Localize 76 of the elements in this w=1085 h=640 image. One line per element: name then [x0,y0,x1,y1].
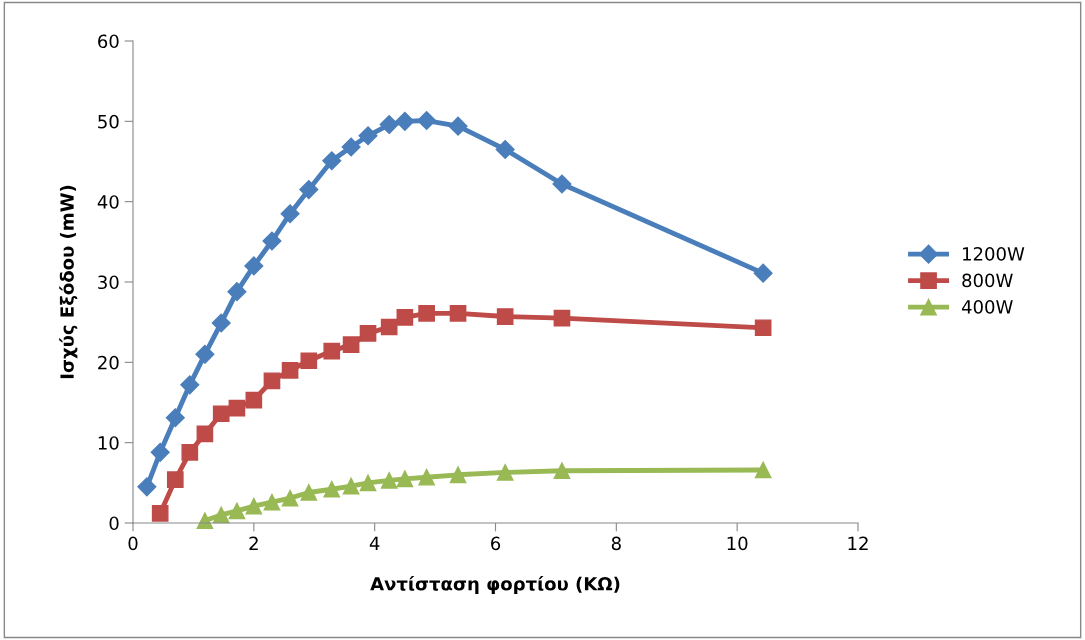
point [418,304,435,322]
y-tick-label: 20 [98,355,119,370]
point [281,489,299,507]
legend-label: 400W [961,300,1013,314]
point [379,115,399,135]
point [166,471,184,488]
y-tick-label: 50 [98,114,119,129]
point [281,362,299,379]
point [263,493,281,511]
point [553,462,571,480]
point [181,443,199,461]
point [137,477,157,497]
point [300,352,318,370]
point [495,139,515,159]
y-tick-label: 10 [98,436,119,450]
point [553,309,571,327]
point [359,474,377,492]
point [180,375,200,395]
point [228,399,246,417]
x-tick-label: 12 [848,536,868,550]
point [262,231,282,251]
point [396,470,414,488]
point [496,308,514,325]
y-axis-title: Ισχύς Εξόδου (mW) [59,185,78,379]
y-tick-label: 0 [109,516,119,531]
point [754,319,772,337]
x-tick-label: 2 [249,536,258,550]
point [212,506,230,524]
point [754,461,772,479]
point [300,484,318,501]
point [359,325,377,342]
x-tick-label: 0 [128,536,138,551]
point [228,502,246,520]
point [496,464,514,481]
point [323,480,341,498]
point [211,313,231,333]
x-tick-label: 10 [727,536,748,551]
x-tick-label: 4 [369,536,380,550]
x-tick-label: 8 [611,536,621,551]
point [395,111,415,131]
point [165,408,185,428]
y-tick-label: 40 [97,195,119,209]
point [396,309,414,326]
point [342,477,360,495]
point [380,318,398,336]
point [449,466,467,484]
point [299,180,319,200]
point [150,442,170,462]
point [380,472,398,489]
legend-label: 800W [962,273,1013,288]
point [449,304,467,322]
x-axis-title: Αντίσταση φορτίου (ΚΩ) [370,575,620,595]
point [418,468,435,486]
point [212,405,230,423]
point [280,204,300,224]
x-tick-label: 6 [491,536,501,551]
point [323,342,341,360]
point [151,505,169,522]
point [322,151,342,171]
legend-label: 1200W [963,247,1025,261]
point [358,126,378,146]
point [227,282,247,302]
point [417,110,437,131]
point [244,256,264,276]
point [552,174,572,194]
point [196,425,214,443]
y-tick-label: 60 [98,34,119,49]
y-tick-label: 30 [98,275,119,290]
point [448,116,468,136]
point [341,137,361,157]
point [245,391,263,409]
point [245,497,263,515]
point [263,372,281,390]
point [342,336,360,353]
point [753,263,773,283]
point [195,344,215,364]
